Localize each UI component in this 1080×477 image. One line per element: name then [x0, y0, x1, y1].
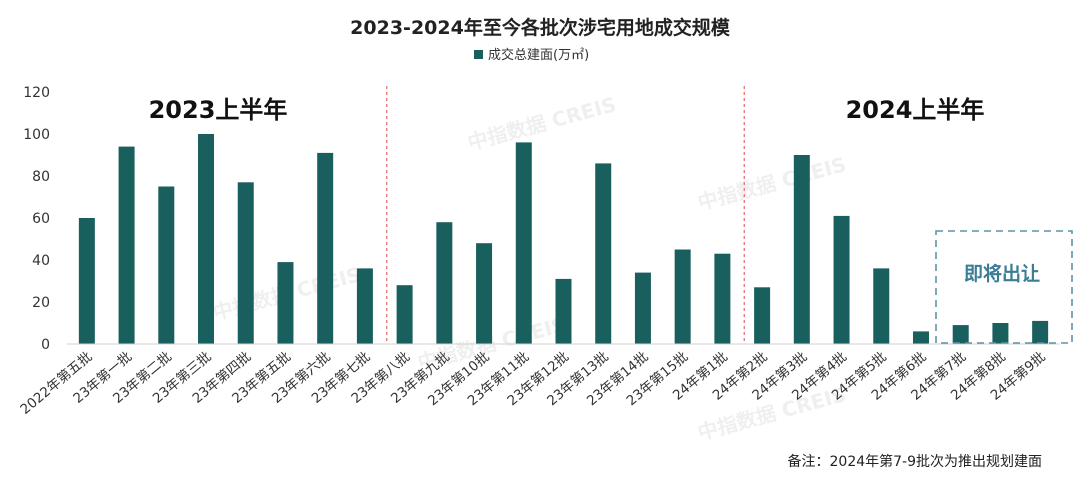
- bar: [317, 152, 334, 344]
- bar: [873, 268, 890, 344]
- bar: [674, 249, 691, 344]
- watermark: 中指数据 CREIS: [695, 152, 849, 215]
- bar: [714, 253, 731, 344]
- bar: [515, 142, 532, 344]
- bar: [952, 325, 969, 344]
- bar: [118, 146, 135, 344]
- x-axis: 2022年第五批23年第一批23年第二批23年第三批23年第四批23年第五批23…: [17, 343, 1060, 418]
- bar: [1032, 320, 1049, 344]
- bar: [198, 134, 215, 344]
- bar: [237, 182, 254, 344]
- legend-label: 成交总建面(万㎡): [488, 47, 589, 63]
- bar: [992, 323, 1009, 344]
- watermark: 中指数据 CREIS: [465, 92, 619, 155]
- upcoming-label: 即将出让: [964, 262, 1040, 285]
- y-tick-label: 100: [23, 127, 50, 143]
- bar: [277, 262, 294, 344]
- bar: [436, 222, 453, 344]
- y-tick-label: 60: [32, 211, 50, 227]
- bar: [476, 243, 493, 344]
- bar: [396, 285, 413, 344]
- legend-swatch: [474, 50, 483, 59]
- bar: [634, 272, 651, 344]
- bar: [555, 278, 572, 344]
- y-tick-label: 20: [32, 295, 50, 311]
- y-tick-label: 0: [41, 337, 50, 353]
- upcoming-box: [935, 230, 1073, 344]
- bar: [595, 163, 612, 344]
- y-tick-label: 80: [32, 169, 50, 185]
- period-separators: [386, 86, 745, 344]
- bars: [78, 134, 1049, 344]
- period-label-2023: 2023上半年: [149, 96, 288, 124]
- bar: [356, 268, 373, 344]
- chart-title: 2023-2024年至今各批次涉宅用地成交规模: [350, 16, 731, 39]
- bar: [833, 215, 850, 344]
- y-axis: 0 20 40 60 80 100 120: [23, 85, 50, 353]
- period-label-2024: 2024上半年: [846, 96, 985, 124]
- footnote: 备注：2024年第7-9批次为推出规划建面: [788, 453, 1043, 470]
- bar: [158, 186, 175, 344]
- bar: [912, 331, 929, 344]
- bar: [78, 218, 95, 344]
- bar: [754, 287, 771, 344]
- y-tick-label: 120: [23, 85, 50, 101]
- legend: 成交总建面(万㎡): [474, 47, 589, 63]
- bar: [793, 155, 810, 344]
- y-tick-label: 40: [32, 253, 50, 269]
